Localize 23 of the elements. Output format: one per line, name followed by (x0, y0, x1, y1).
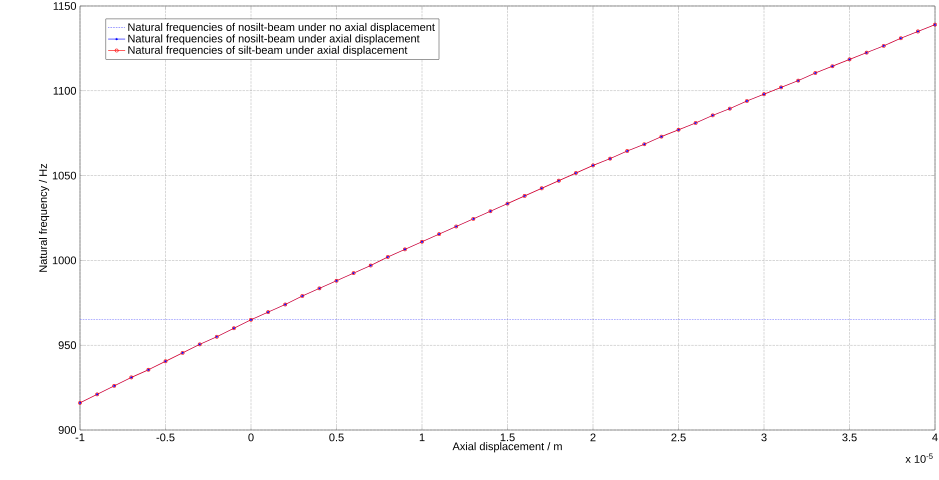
legend-label: Natural frequencies of nosilt-beam under axial displacement (128, 34, 420, 45)
x-axis-title: Axial displacement / m (452, 442, 562, 452)
y-tick-label: 1100 (54, 86, 76, 95)
text: x 10$^{-5}$ (905, 454, 933, 463)
y-tick-label: 1150 (54, 2, 76, 10)
x-tick-label: 2.5 (671, 434, 686, 442)
x-tick-label: -0.5 (156, 434, 175, 442)
y-tick-label: 900 (58, 426, 76, 434)
x-tick-label: 4 (932, 434, 938, 442)
y-axis-title: Natural frequency / Hz (38, 164, 50, 272)
y-tick-label: 1050 (52, 172, 76, 180)
x-tick-label: 0.5 (329, 434, 344, 442)
legend-label: Natural frequencies of silt-beam under axial displacement (128, 46, 408, 56)
y-tick-label: 1000 (52, 256, 76, 264)
x-tick-label: 1 (420, 434, 425, 442)
x-tick-label: 2 (590, 434, 596, 442)
x-tick-label: 0 (248, 434, 254, 442)
x-tick-label: 3.5 (842, 434, 857, 442)
x-tick-label: 1.5 (500, 434, 515, 442)
legend-label: Natural frequencies of nosilt-beam under no axial displacement (128, 22, 435, 34)
x-tick-label: -1 (76, 434, 84, 442)
y-tick-label: 950 (58, 341, 76, 350)
x-tick-label: 3 (761, 434, 767, 442)
